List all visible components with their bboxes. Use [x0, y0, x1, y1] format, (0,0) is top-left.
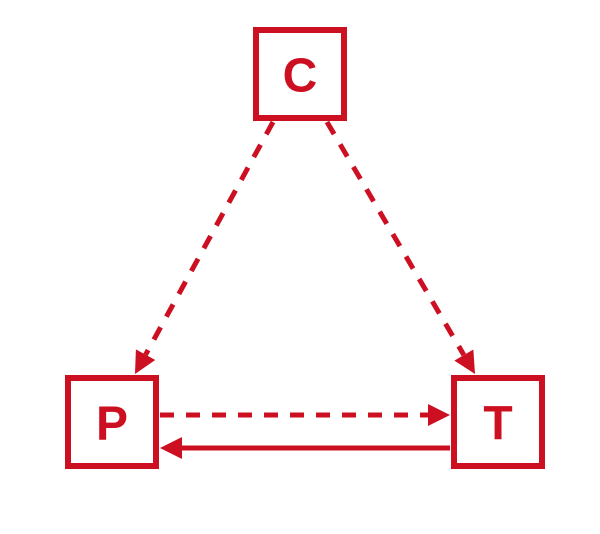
edge-T-P [160, 437, 450, 459]
node-P: P [68, 378, 156, 466]
node-P-label: P [96, 398, 128, 451]
edge-C-P [135, 122, 273, 374]
node-T: T [454, 378, 542, 466]
node-C-label: C [283, 50, 318, 103]
node-C: C [256, 30, 344, 118]
node-T-label: T [483, 398, 512, 451]
edge-T-P-arrowhead [160, 437, 182, 459]
edge-C-T-shaft [327, 122, 464, 355]
edge-C-T [327, 122, 475, 374]
diagram-canvas: C P T [0, 0, 600, 534]
edge-P-T [160, 404, 450, 426]
edge-P-T-arrowhead [428, 404, 450, 426]
nodes-layer: C P T [68, 30, 542, 466]
edge-C-P-shaft [146, 122, 273, 355]
edges-layer [135, 122, 475, 459]
